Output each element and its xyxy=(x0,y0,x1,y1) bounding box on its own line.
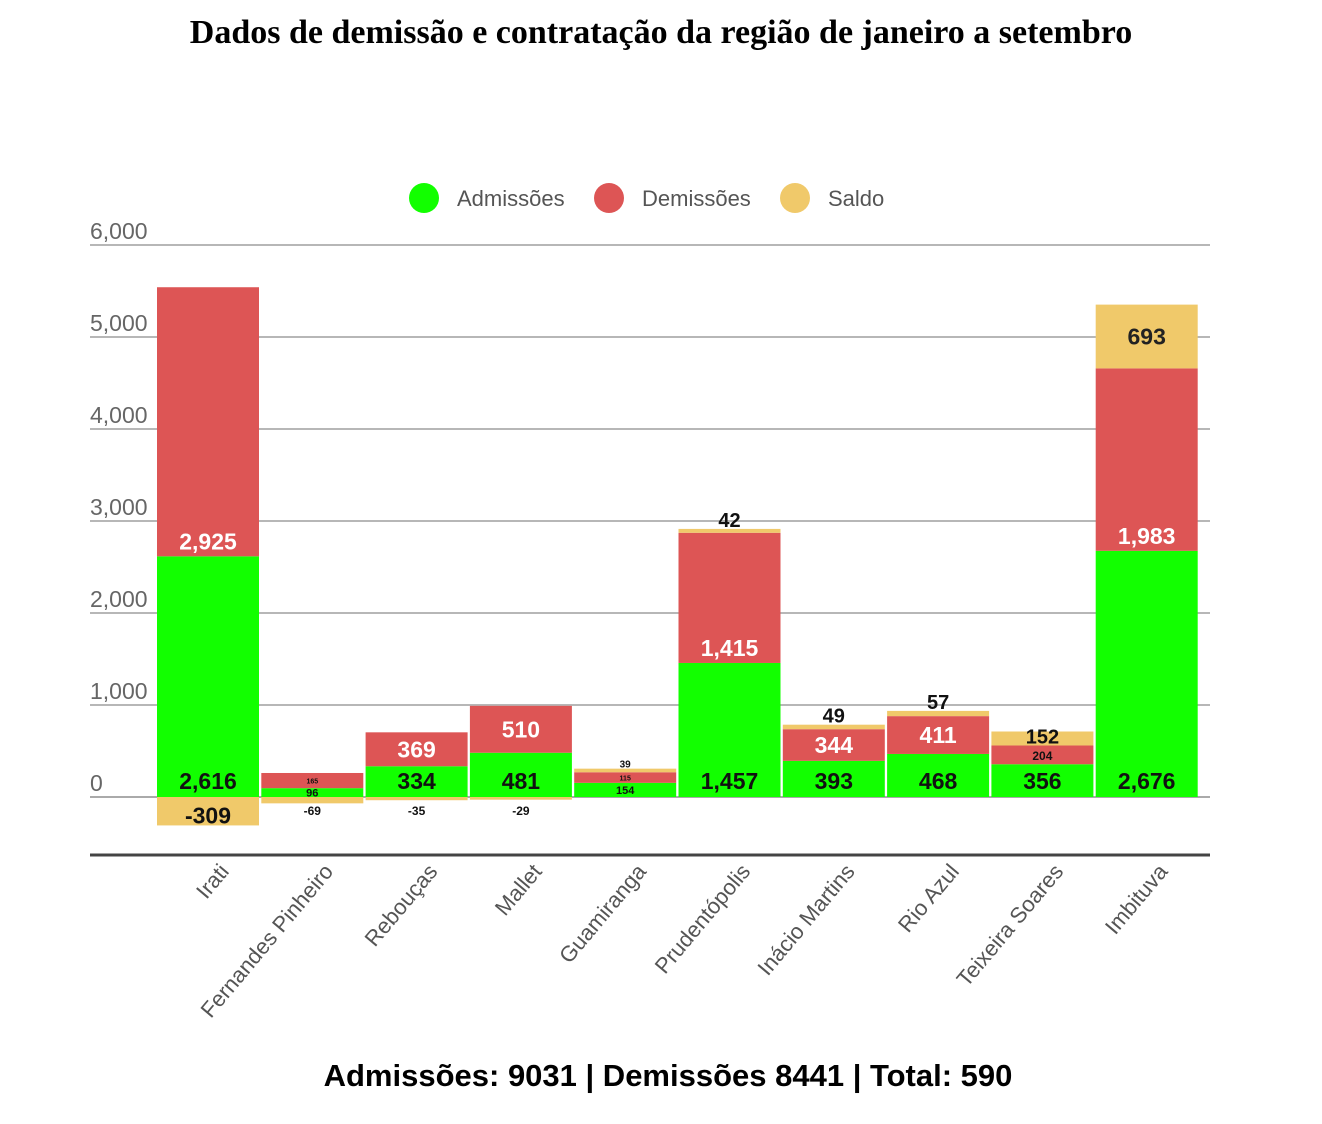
legend-marker-demissoes[interactable] xyxy=(594,183,624,213)
category-label-rio-azul: Rio Azul xyxy=(893,859,964,937)
label-saldo-reboucas: -35 xyxy=(408,804,426,818)
label-demissoes-teixeira-soares: 204 xyxy=(1032,749,1052,763)
legend-label-saldo[interactable]: Saldo xyxy=(828,186,884,211)
stacked-bar-chart: Admissões Demissões Saldo 0 1,000 2,000 3,000… xyxy=(0,0,1322,1124)
category-label-prudentopolis: Prudentópolis xyxy=(650,859,756,978)
label-demissoes-rio-azul: 411 xyxy=(920,722,957,748)
label-saldo-prudentopolis: 42 xyxy=(718,510,740,532)
label-demissoes-inacio-martins: 344 xyxy=(815,732,854,758)
bar-demissoes-irati[interactable] xyxy=(157,287,259,556)
label-saldo-fernandes-pinheiro: -69 xyxy=(304,804,322,818)
category-label-mallet: Mallet xyxy=(490,859,547,920)
label-demissoes-mallet: 510 xyxy=(502,716,540,742)
label-saldo-inacio-martins: 49 xyxy=(823,706,845,728)
label-saldo-guamiranga: 39 xyxy=(620,760,632,771)
legend: Admissões Demissões Saldo xyxy=(409,183,884,213)
y-tick-label: 1,000 xyxy=(90,678,148,704)
y-tick-label: 0 xyxy=(90,770,103,796)
label-admissoes-mallet: 481 xyxy=(502,768,541,794)
label-demissoes-imbituva: 1,983 xyxy=(1118,523,1176,549)
legend-label-demissoes[interactable]: Demissões xyxy=(642,186,751,211)
category-label-reboucas: Rebouças xyxy=(360,859,443,951)
totals-footer: Admissões: 9031 | Demissões 8441 | Total… xyxy=(0,1058,1322,1094)
legend-marker-saldo[interactable] xyxy=(780,183,810,213)
label-demissoes-irati: 2,925 xyxy=(179,528,237,554)
label-admissoes-reboucas: 334 xyxy=(397,768,436,794)
y-tick-label: 4,000 xyxy=(90,402,148,428)
legend-marker-admissoes[interactable] xyxy=(409,183,439,213)
label-admissoes-irati: 2,616 xyxy=(179,768,237,794)
label-admissoes-teixeira-soares: 356 xyxy=(1023,768,1061,794)
legend-label-admissoes[interactable]: Admissões xyxy=(457,186,565,211)
y-tick-label: 2,000 xyxy=(90,586,148,612)
label-admissoes-imbituva: 2,676 xyxy=(1118,768,1176,794)
label-admissoes-rio-azul: 468 xyxy=(919,768,958,794)
label-saldo-rio-azul: 57 xyxy=(927,692,949,714)
label-demissoes-fernandes-pinheiro: 165 xyxy=(306,779,318,786)
label-admissoes-prudentopolis: 1,457 xyxy=(701,768,759,794)
y-tick-label: 6,000 xyxy=(90,218,148,244)
category-label-guamiranga: Guamiranga xyxy=(554,859,651,968)
label-admissoes-guamiranga: 154 xyxy=(616,785,635,797)
bar-admissoes-irati[interactable] xyxy=(157,556,259,797)
label-admissoes-inacio-martins: 393 xyxy=(815,768,853,794)
label-saldo-irati: -309 xyxy=(185,802,231,828)
bar-admissoes-imbituva[interactable] xyxy=(1096,551,1198,797)
label-demissoes-reboucas: 369 xyxy=(397,736,435,762)
y-tick-label: 3,000 xyxy=(90,494,148,520)
category-label-teixeira-soares: Teixeira Soares xyxy=(952,859,1069,991)
label-saldo-teixeira-soares: 152 xyxy=(1026,726,1059,748)
label-admissoes-fernandes-pinheiro: 96 xyxy=(306,788,318,800)
label-demissoes-prudentopolis: 1,415 xyxy=(701,635,759,661)
y-tick-label: 5,000 xyxy=(90,310,148,336)
category-label-irati: Irati xyxy=(191,859,234,903)
category-label-imbituva: Imbituva xyxy=(1100,859,1173,939)
label-demissoes-guamiranga: 115 xyxy=(620,776,631,783)
category-label-inacio-martins: Inácio Martins xyxy=(752,859,859,980)
bar-saldo-mallet[interactable] xyxy=(470,797,572,800)
label-saldo-mallet: -29 xyxy=(512,804,530,818)
label-saldo-imbituva: 693 xyxy=(1128,323,1166,349)
bar-saldo-reboucas[interactable] xyxy=(366,797,468,800)
